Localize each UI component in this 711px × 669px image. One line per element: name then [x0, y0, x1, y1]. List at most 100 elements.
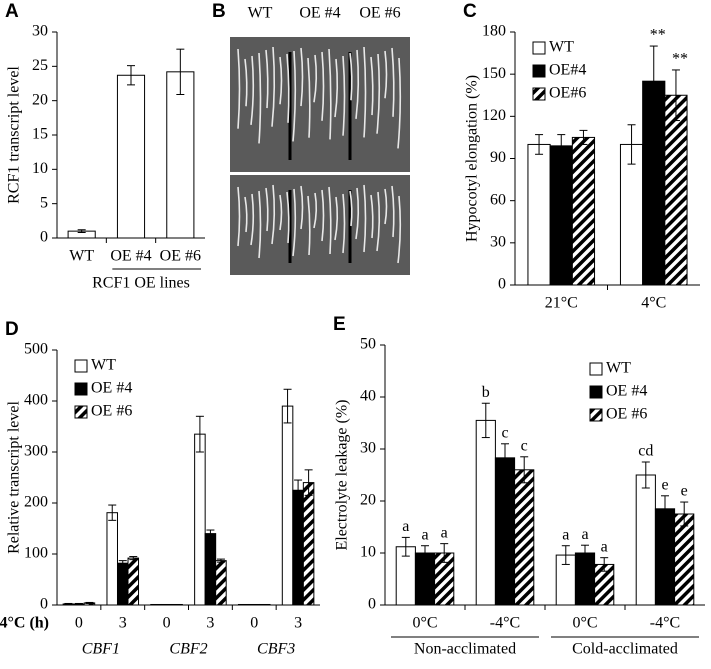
x-axis-label: 4°C (h) — [0, 615, 49, 632]
seedling — [265, 187, 269, 232]
y-tick-label: 500 — [24, 341, 48, 358]
legend-swatch — [532, 64, 546, 78]
group-label: CBF1 — [82, 641, 120, 658]
legend-swatch — [532, 41, 546, 55]
seedling — [279, 194, 283, 231]
seedling — [397, 195, 402, 264]
x-axis-label: RCF1 OE lines — [92, 275, 190, 292]
seedling — [363, 46, 367, 138]
error-bar — [661, 495, 669, 523]
seedling — [244, 196, 248, 233]
seedling — [307, 195, 311, 256]
y-tick-label: 100 — [24, 545, 48, 562]
seedling — [300, 185, 304, 230]
annotation: c — [521, 437, 528, 454]
group-label: Cold-acclimated — [572, 641, 678, 658]
x-tick-label: WT — [69, 248, 94, 265]
legend-swatch — [74, 405, 88, 419]
group-label: CBF2 — [169, 641, 207, 658]
error-bar — [85, 601, 94, 604]
error-bar — [481, 402, 490, 439]
error-bar — [206, 529, 215, 538]
annotation: a — [441, 524, 448, 541]
error-bar — [501, 443, 509, 473]
y-tick-label: 180 — [482, 23, 506, 40]
x-tick-label: -4°C — [490, 615, 520, 632]
error-bar — [520, 456, 529, 484]
legend-label: WT — [91, 357, 116, 374]
seedling — [391, 185, 395, 238]
legend-label: WT — [606, 360, 631, 377]
image-label: WT — [248, 5, 273, 22]
seedling — [271, 184, 276, 245]
bar — [414, 552, 436, 606]
x-tick-label: 0°C — [412, 615, 437, 632]
bar — [664, 94, 688, 286]
annotation: a — [601, 538, 608, 555]
error-bar — [421, 545, 429, 561]
seedling — [237, 48, 241, 129]
x-tick-label: 3 — [294, 615, 302, 632]
group-label: CBF3 — [257, 641, 295, 658]
seedling — [328, 186, 332, 255]
bar — [549, 145, 573, 286]
legend-swatch — [74, 359, 88, 373]
y-tick-label: 15 — [32, 126, 48, 143]
seedling — [271, 46, 276, 127]
y-tick-label: 400 — [24, 392, 48, 409]
x-tick-label: 0 — [163, 615, 171, 632]
seedling — [258, 52, 262, 144]
annotation: a — [421, 526, 428, 543]
error-bar — [108, 504, 117, 521]
bar — [215, 560, 227, 606]
y-tick-label: 60 — [490, 191, 506, 208]
legend-label: OE#4 — [549, 62, 586, 79]
y-tick-label: 200 — [24, 494, 48, 511]
y-tick-label: 10 — [32, 160, 48, 177]
y-tick-label: 20 — [360, 492, 376, 509]
error-bar — [74, 602, 83, 605]
error-bar — [561, 545, 570, 565]
y-tick-label: 20 — [32, 91, 48, 108]
seedling — [250, 193, 255, 246]
bar — [116, 74, 146, 239]
legend-label: OE #4 — [91, 380, 132, 397]
x-tick-label: 3 — [206, 615, 214, 632]
seedling — [363, 184, 367, 253]
error-bar — [579, 129, 588, 145]
seedling — [292, 188, 297, 257]
error-bar — [600, 557, 609, 572]
seedling — [286, 191, 290, 244]
legend-label: OE #6 — [606, 406, 647, 423]
error-bar — [127, 65, 135, 86]
error-bar — [535, 134, 544, 155]
bar — [106, 512, 118, 606]
bar — [194, 433, 206, 606]
annotation: cd — [638, 443, 653, 460]
legend-swatch — [589, 362, 603, 376]
y-axis-label: RCF1 transcript level — [6, 66, 23, 204]
y-tick-label: 0 — [40, 229, 48, 246]
y-tick-label: 30 — [360, 440, 376, 457]
bar — [292, 489, 304, 606]
seedling — [376, 53, 381, 134]
panel-letter: C — [463, 1, 477, 22]
y-tick-label: 0 — [368, 596, 376, 613]
legend-label: OE #4 — [606, 383, 647, 400]
panel-letter: E — [333, 314, 346, 335]
seedling — [237, 186, 241, 247]
seedling — [258, 190, 262, 259]
y-tick-label: 50 — [360, 336, 376, 353]
bar — [281, 405, 294, 606]
error-bar — [680, 501, 689, 527]
error-bar — [440, 543, 449, 563]
x-tick-label: 0 — [250, 615, 258, 632]
seedling — [384, 50, 388, 99]
y-tick-label: 90 — [490, 149, 506, 166]
seedling — [321, 189, 325, 242]
bar — [494, 457, 516, 606]
seedling — [265, 49, 269, 109]
error-bar — [77, 229, 86, 234]
legend-label: OE #6 — [91, 403, 132, 420]
